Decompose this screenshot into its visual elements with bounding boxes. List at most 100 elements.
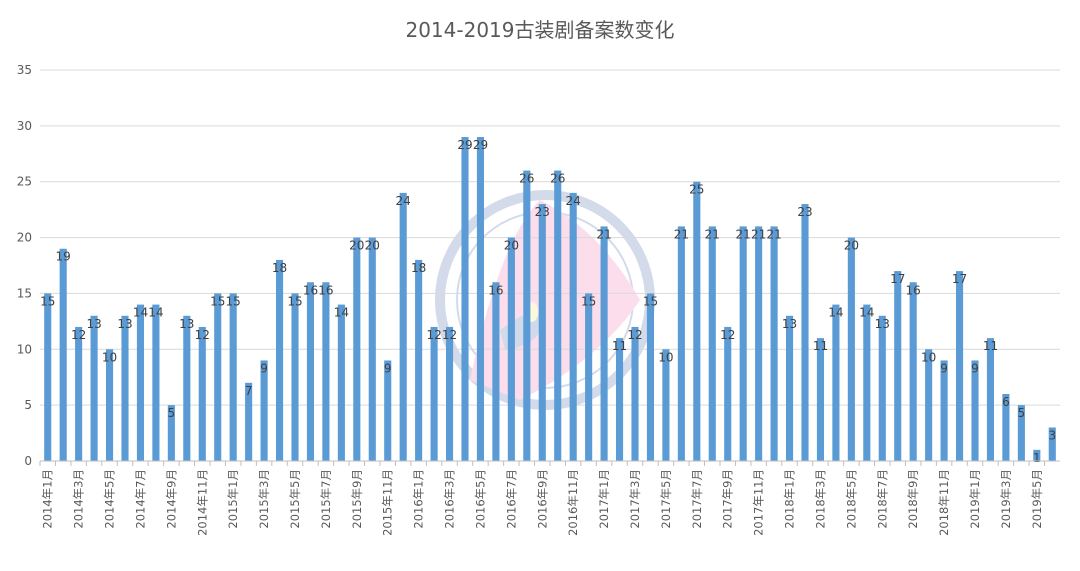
data-label: 7 (245, 384, 253, 398)
x-tick-label: 2017年1月 (597, 469, 611, 529)
bar (986, 338, 995, 461)
bar (785, 315, 794, 461)
x-tick-label: 2016年5月 (473, 469, 487, 529)
bar (44, 293, 52, 461)
bar (476, 137, 485, 461)
bar (677, 226, 685, 461)
bar (724, 326, 732, 461)
x-tick-label: 2015年9月 (350, 469, 364, 529)
data-label: 21 (596, 227, 611, 241)
x-tick-label: 2017年11月 (752, 469, 766, 536)
bar (600, 226, 608, 461)
bar (183, 315, 191, 461)
bar (384, 360, 392, 461)
data-label: 17 (890, 272, 905, 286)
bar (430, 326, 438, 461)
data-label: 20 (349, 239, 364, 253)
data-label: 11 (813, 339, 828, 353)
data-label: 16 (318, 283, 333, 297)
x-tick-label: 2014年11月 (195, 469, 209, 536)
data-label: 15 (287, 294, 302, 308)
data-label: 25 (689, 183, 704, 197)
bar (955, 271, 964, 461)
data-label: 12 (720, 328, 735, 342)
data-label: 15 (210, 294, 225, 308)
data-label: 21 (766, 227, 781, 241)
y-tick-label: 5 (24, 398, 32, 412)
bar (291, 293, 299, 461)
bar (461, 137, 469, 461)
bar (136, 304, 145, 461)
data-label: 14 (148, 306, 163, 320)
bar (75, 326, 83, 461)
x-tick-label: 2016年1月 (412, 469, 426, 529)
data-label: 18 (272, 261, 287, 275)
bar (1048, 427, 1056, 461)
x-tick-label: 2015年1月 (226, 469, 240, 529)
data-label: 21 (705, 227, 720, 241)
data-label: 16 (488, 283, 503, 297)
x-tick-label: 2014年7月 (133, 469, 147, 529)
data-label: 12 (426, 328, 441, 342)
data-label: 12 (71, 328, 86, 342)
bar (662, 349, 670, 461)
x-tick-label: 2016年7月 (504, 469, 518, 529)
data-label: 19 (56, 250, 71, 264)
bar (229, 293, 237, 461)
data-label: 21 (736, 227, 751, 241)
x-tick-label: 2016年9月 (535, 469, 549, 529)
data-label: 15 (40, 294, 55, 308)
bar (554, 170, 562, 462)
bar (214, 293, 222, 461)
x-tick-label: 2015年5月 (288, 469, 302, 529)
bar (121, 315, 129, 461)
data-label: 9 (384, 361, 392, 375)
bar (368, 237, 376, 461)
x-tick-label: 2014年1月 (41, 469, 55, 529)
data-label: 16 (906, 283, 921, 297)
x-tick-label: 2017年3月 (628, 469, 642, 529)
data-label: 29 (473, 138, 488, 152)
data-label: 10 (921, 350, 936, 364)
data-label: 21 (751, 227, 766, 241)
x-tick-label: 2015年11月 (381, 469, 395, 536)
data-label: 6 (1002, 395, 1010, 409)
y-tick-label: 20 (17, 231, 32, 245)
data-label: 26 (519, 172, 534, 186)
bar (971, 360, 979, 461)
data-label: 24 (566, 194, 581, 208)
x-tick-label: 2019年1月 (968, 469, 982, 529)
x-tick-label: 2018年11月 (937, 469, 951, 536)
data-label: 13 (117, 317, 132, 331)
data-label: 13 (875, 317, 890, 331)
data-label: 13 (782, 317, 797, 331)
bar (925, 349, 933, 461)
bar (569, 192, 577, 461)
x-tick-label: 2017年7月 (690, 469, 704, 529)
data-label: 13 (86, 317, 101, 331)
bar (693, 181, 701, 461)
x-tick-label: 2018年7月 (875, 469, 889, 529)
data-label: 24 (396, 194, 411, 208)
data-label: 9 (260, 361, 268, 375)
data-label: 15 (226, 294, 241, 308)
x-tick-label: 2017年5月 (659, 469, 673, 529)
bar (940, 360, 948, 461)
data-label: 18 (411, 261, 426, 275)
bar (847, 237, 855, 461)
data-label: 3 (1048, 428, 1056, 442)
bar (353, 237, 361, 461)
x-tick-label: 2014年5月 (103, 469, 117, 529)
x-tick-label: 2016年3月 (443, 469, 457, 529)
x-tick-label: 2018年9月 (906, 469, 920, 529)
bar (646, 293, 655, 461)
bar (105, 349, 114, 461)
bar (337, 304, 345, 461)
chart-title: 2014-2019古装剧备案数变化 (405, 18, 675, 42)
x-tick-label: 2019年3月 (999, 469, 1013, 529)
bar (260, 360, 268, 461)
data-label: 17 (952, 272, 967, 286)
bar (198, 326, 206, 461)
data-label: 21 (674, 227, 689, 241)
data-label: 12 (195, 328, 210, 342)
